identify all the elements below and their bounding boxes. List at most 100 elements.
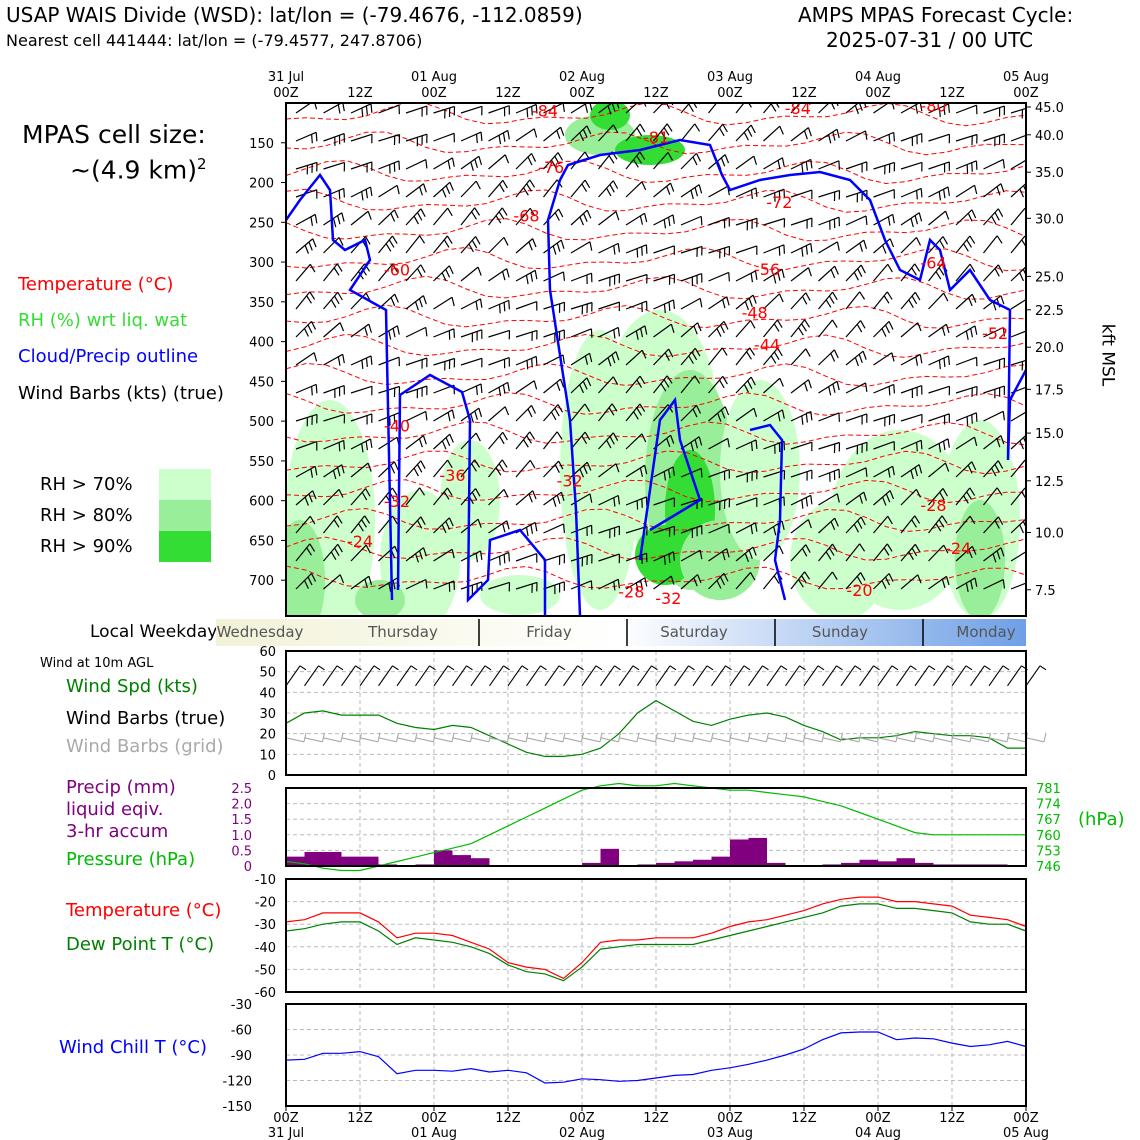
wind-barb xyxy=(598,403,613,422)
wind-barb xyxy=(873,161,895,170)
wind-barb-feather xyxy=(857,520,863,529)
wind-barb xyxy=(543,491,562,506)
wind-barb xyxy=(570,272,592,282)
wind-barb-feather xyxy=(963,495,969,504)
wind-barb xyxy=(460,155,480,170)
wind-barb-feather xyxy=(1000,435,1005,445)
wind-barb xyxy=(983,579,1004,590)
wind-barb xyxy=(488,357,510,366)
wind-barb-grid xyxy=(674,737,693,743)
wind-barb-grid-feather xyxy=(710,732,714,742)
wind-barb-feather xyxy=(947,186,950,196)
wind-barb xyxy=(433,157,453,170)
wind-barb-grid-feather xyxy=(876,732,881,742)
wind-barb-feather xyxy=(882,496,887,506)
wind-barb-feather xyxy=(699,550,703,560)
wind-barb-feather xyxy=(582,380,588,390)
wind-barb-feather xyxy=(721,347,728,356)
wind-barb-feather xyxy=(1002,327,1005,337)
wind-barb xyxy=(983,385,1005,394)
wind-barb-feather xyxy=(613,581,616,591)
wind-barb-feather xyxy=(521,665,529,671)
wind-barb-feather xyxy=(723,573,729,582)
wind-barb-feather xyxy=(666,123,673,132)
wind-barb-feather xyxy=(1019,188,1025,198)
y-tick-label: 200 xyxy=(249,177,274,192)
wind-barb xyxy=(323,515,338,534)
wind-barb xyxy=(900,212,920,226)
wind-barb xyxy=(735,245,758,254)
wind-barb-grid xyxy=(452,737,471,743)
x-date-label-bottom: 04 Aug xyxy=(855,1126,901,1140)
wind-barb-feather xyxy=(535,356,538,366)
wind-barb xyxy=(488,299,509,310)
wind-barb-feather xyxy=(911,267,917,276)
wind-barb-feather xyxy=(670,434,675,444)
wind-barb xyxy=(873,465,894,478)
wind-barb xyxy=(729,665,745,687)
wind-barb-feather xyxy=(307,576,313,586)
wind-barb-feather xyxy=(365,441,369,451)
wind-barb-feather xyxy=(367,462,372,472)
wind-barb-feather xyxy=(807,127,812,137)
rh-area xyxy=(635,525,695,585)
wind-barb xyxy=(983,183,1002,198)
wind-barb-feather xyxy=(694,347,701,357)
wind-barb-feather xyxy=(663,219,667,229)
wind-barb-feather xyxy=(881,580,887,589)
wind-barb xyxy=(708,103,718,114)
rh-area xyxy=(480,575,560,615)
y-tick-label-right: 25.0 xyxy=(1035,270,1064,285)
wind-barb-feather xyxy=(942,236,949,245)
wind-barb xyxy=(983,326,1004,338)
wind-barb xyxy=(790,217,813,226)
wind-barb xyxy=(323,353,344,366)
wind-barb-feather xyxy=(915,356,919,366)
wind-barb-feather xyxy=(947,438,950,448)
wind-barb xyxy=(598,326,619,338)
wind-barb-feather xyxy=(527,156,533,166)
wind-barb-feather xyxy=(908,551,914,560)
wind-barb xyxy=(928,544,945,562)
wind-barb xyxy=(350,575,370,590)
wind-barb xyxy=(928,438,949,450)
temperature-line xyxy=(285,896,1027,980)
wind-barb-feather xyxy=(475,553,479,563)
wind-barb xyxy=(928,385,950,394)
wind-barb-feather xyxy=(361,519,367,528)
wind-barb-feather xyxy=(971,546,977,555)
wind-barb xyxy=(488,329,510,338)
wind-barb-grid-feather xyxy=(340,732,344,742)
wind-barb xyxy=(955,385,978,394)
wind-barb-feather xyxy=(448,265,454,275)
wind-barb-grid-feather xyxy=(525,732,529,742)
wind-barb xyxy=(543,103,564,114)
wind-barb-feather xyxy=(719,127,725,137)
wind-barb-feather xyxy=(752,294,757,304)
wind-barb-feather xyxy=(503,489,509,498)
wind-barb xyxy=(488,381,509,394)
wind-barb xyxy=(515,300,537,310)
wind-barb-feather xyxy=(996,235,1003,244)
wind-barb-feather xyxy=(744,553,749,563)
wind-barb-feather xyxy=(694,187,699,197)
wind-barb-feather xyxy=(611,403,618,412)
wind-barb xyxy=(488,207,503,226)
wind-barb-grid-feather xyxy=(377,732,381,742)
wind-barb-feather xyxy=(672,551,676,561)
wind-barb-feather xyxy=(586,377,592,387)
wind-barb-feather xyxy=(911,547,918,557)
wind-barb-feather xyxy=(607,105,612,115)
wind-barb-feather xyxy=(633,411,639,420)
wind-barb xyxy=(955,515,971,534)
wind-barb-feather xyxy=(1002,159,1005,169)
legend-rh80: RH > 80% xyxy=(40,505,133,526)
wind-barb-feather xyxy=(778,545,784,555)
wind-barb-feather xyxy=(534,270,538,280)
wind-barb xyxy=(763,103,773,114)
wind-barb xyxy=(845,239,865,254)
wind-barb-feather xyxy=(939,239,945,249)
wind-barb xyxy=(1010,411,1026,422)
wind-barb-feather xyxy=(337,356,341,366)
wind-barb-feather xyxy=(692,408,698,418)
